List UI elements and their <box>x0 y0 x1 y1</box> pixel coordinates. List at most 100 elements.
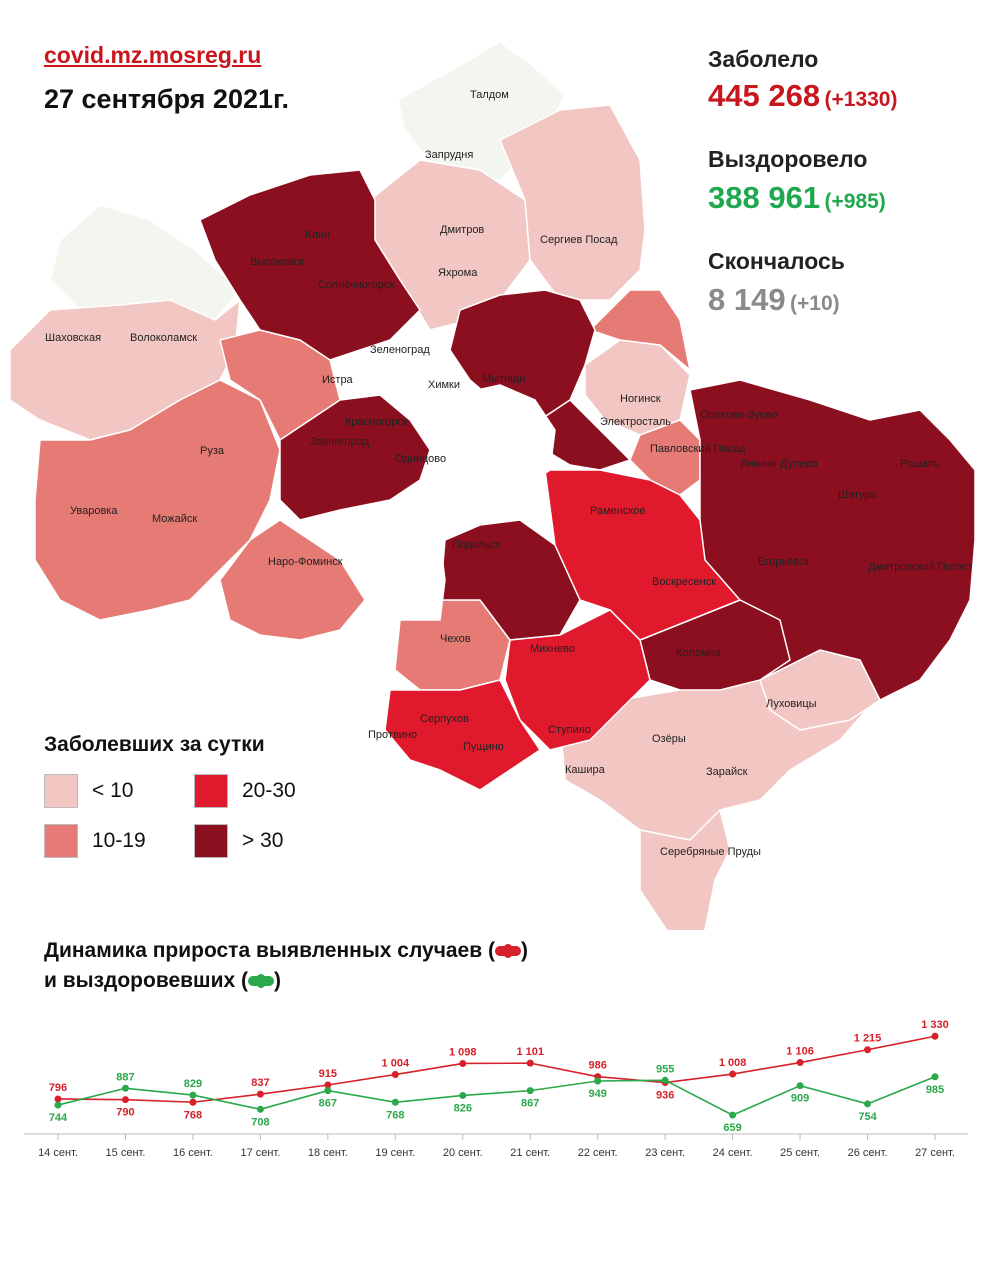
town-label: Электросталь <box>600 416 671 428</box>
legend-swatch-gt30 <box>194 824 228 858</box>
legend-label-20-30: 20-30 <box>242 779 296 802</box>
district-serpukhov <box>384 679 541 791</box>
recovered-series-marker-icon <box>247 974 274 989</box>
recovered-point <box>189 1091 197 1099</box>
town-label: Зеленоград <box>370 344 430 356</box>
infected-data-label: 837 <box>251 1077 269 1089</box>
town-label: Уваровка <box>70 505 118 517</box>
recovered-point <box>796 1082 804 1090</box>
recovered-point <box>256 1105 264 1113</box>
dynamics-line-chart: 14 сент. 15 сент. 16 сент. 17 сент. 18 сент.… <box>24 1019 968 1159</box>
infected-data-label: 790 <box>116 1107 134 1119</box>
x-tick-label: 15 сент. <box>106 1147 146 1159</box>
town-label: Солнечногорск <box>318 279 394 291</box>
infected-data-label: 1 008 <box>719 1057 747 1069</box>
recovered-data-label: 867 <box>521 1098 539 1110</box>
town-label: Раменское <box>590 505 646 517</box>
infected-point <box>391 1071 399 1079</box>
infected-data-label: 936 <box>656 1090 674 1102</box>
town-labels: Талдом Запрудня Клин Высоковск Дмитров Сергие… <box>45 89 972 858</box>
infected-data-label: 768 <box>184 1109 202 1121</box>
recovered-point <box>54 1101 62 1109</box>
died-label: Скончалось <box>708 248 845 274</box>
town-label: Красногорск <box>345 416 408 428</box>
legend-swatch-10-19 <box>44 824 78 858</box>
town-label: Воскресенск <box>652 576 716 588</box>
infected-point <box>864 1046 872 1054</box>
x-tick-label: 14 сент. <box>38 1147 78 1159</box>
town-label: Можайск <box>152 513 197 525</box>
town-label: Дмитров <box>440 224 484 236</box>
infected-data-label: 986 <box>589 1060 607 1072</box>
town-label: Ногинск <box>620 393 661 405</box>
legend-label-10-19: 10-19 <box>92 829 146 852</box>
town-label: Сергиев Посад <box>540 234 618 246</box>
new-moscow <box>364 539 446 621</box>
infected-point <box>729 1070 737 1078</box>
infected-series-marker-icon <box>494 944 521 959</box>
recovered-value: 388 961 <box>708 180 821 215</box>
town-label: Руза <box>200 445 225 457</box>
town-label: Протвино <box>368 729 417 741</box>
recovered-data-label: 949 <box>589 1088 607 1100</box>
infected-data-label: 796 <box>49 1082 67 1094</box>
town-label: Запрудня <box>425 149 473 161</box>
infected-label: Заболело <box>708 46 819 72</box>
source-link[interactable]: covid.mz.mosreg.ru <box>44 42 262 68</box>
recovered-data-label: 708 <box>251 1116 269 1128</box>
town-label: Мытищи <box>482 373 525 385</box>
recovered-point <box>121 1084 129 1092</box>
recovered-data-label: 955 <box>656 1063 674 1075</box>
recovered-point <box>526 1087 534 1095</box>
x-tick-label: 23 сент. <box>645 1147 685 1159</box>
infected-data-label: 1 330 <box>921 1019 949 1031</box>
x-tick-label: 26 сент. <box>848 1147 888 1159</box>
x-tick-label: 20 сент. <box>443 1147 483 1159</box>
infected-point <box>796 1059 804 1067</box>
town-label: Зарайск <box>706 766 748 778</box>
recovered-point <box>459 1091 467 1099</box>
town-label: Михнево <box>530 643 575 655</box>
district-naro-fominsk <box>219 519 366 641</box>
moscow-city <box>429 384 556 496</box>
town-label: Шаховская <box>45 332 101 344</box>
infected-point <box>931 1032 939 1040</box>
dynamics-title-line1: Динамика прироста выявленных случаев () <box>44 936 528 966</box>
infected-value: 445 268 <box>708 78 821 113</box>
district-east-orange <box>589 289 691 371</box>
town-label: Волоколамск <box>130 332 197 344</box>
x-tick-label: 19 сент. <box>375 1147 415 1159</box>
legend-label-lt10: < 10 <box>92 779 134 802</box>
town-label: Яхрома <box>438 267 478 279</box>
district-pavlovsky-posad <box>629 419 701 496</box>
x-tick-label: 24 сент. <box>713 1147 753 1159</box>
town-label: Высоковск <box>250 256 304 268</box>
recovered-point <box>324 1087 332 1095</box>
recovered-data-label: 985 <box>926 1084 944 1096</box>
recovered-series-line <box>57 1076 936 1116</box>
infected-point <box>256 1090 264 1098</box>
legend-label-gt30: > 30 <box>242 829 284 852</box>
dynamics-title-close1: ) <box>520 939 528 962</box>
recovered-data-label: 659 <box>723 1122 741 1134</box>
infected-point <box>459 1059 467 1067</box>
infected-point <box>54 1095 62 1103</box>
legend-title: Заболевших за сутки <box>44 733 265 756</box>
x-tick-label: 16 сент. <box>173 1147 213 1159</box>
town-label: Серпухов <box>420 713 469 725</box>
died-stat: 8 149 (+10) <box>708 282 840 318</box>
infected-point <box>526 1059 534 1067</box>
infected-data-label: 1 106 <box>786 1046 814 1058</box>
recovered-data-label: 887 <box>116 1071 134 1083</box>
dynamics-title-text2: и выздоровевших ( <box>44 969 248 992</box>
infected-data-label: 1 098 <box>449 1046 477 1058</box>
recovered-data-label: 754 <box>858 1111 877 1123</box>
recovered-point <box>931 1073 939 1081</box>
recovered-data-label: 826 <box>454 1102 472 1114</box>
town-label: Дмитровский Погост <box>868 561 972 573</box>
x-tick-label: 17 сент. <box>240 1147 280 1159</box>
report-date: 27 сентября 2021г. <box>44 84 290 114</box>
infected-data-label: 1 101 <box>516 1046 544 1058</box>
moscow-region-map: Талдом Запрудня Клин Высоковск Дмитров Сергие… <box>9 41 976 930</box>
died-value: 8 149 <box>708 282 786 317</box>
